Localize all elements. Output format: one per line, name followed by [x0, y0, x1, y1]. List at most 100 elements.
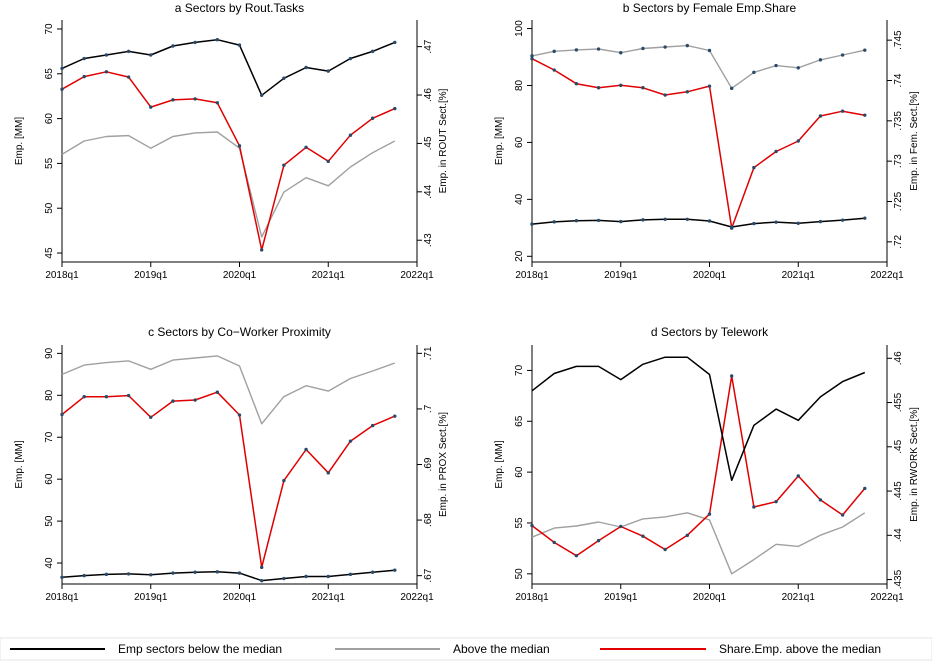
data-point-share — [215, 390, 220, 394]
y-tick-label-left: 55 — [514, 517, 525, 529]
y-tick-label-right: .69 — [423, 457, 434, 471]
x-tick-label: 2019q1 — [134, 592, 168, 603]
data-point-above — [685, 43, 690, 48]
data-point-below — [348, 56, 353, 61]
data-point-share — [82, 74, 86, 79]
data-point-below — [863, 216, 867, 220]
y-tick-label-left: 50 — [514, 568, 525, 580]
series-line-below — [531, 356, 866, 482]
y-tick-label-right: .46 — [893, 351, 904, 365]
data-point-share — [619, 83, 623, 88]
y-tick-label-left: 70 — [514, 364, 525, 376]
data-point-share — [370, 423, 375, 428]
x-tick-label: 2021q1 — [782, 592, 816, 603]
y-tick-label-right: .435 — [893, 569, 904, 589]
x-tick-label: 2022q1 — [400, 592, 434, 603]
chart-title: b Sectors by Female Emp.Share — [623, 1, 797, 15]
y-tick-label-right: .44 — [893, 528, 904, 542]
series-line-below — [61, 38, 396, 97]
x-tick-label: 2019q1 — [604, 592, 638, 603]
data-point-below — [752, 221, 756, 226]
chart-panel-a: a Sectors by Rout.Tasks 45 50 55 60 65 70 .43 .4… — [14, 1, 449, 281]
data-point-below — [574, 219, 579, 223]
chart-title: a Sectors by Rout.Tasks — [175, 1, 304, 15]
data-point-above — [663, 45, 667, 49]
data-point-share — [171, 98, 175, 102]
legend-label-share: Share.Emp. above the median — [719, 642, 881, 656]
y-tick-label-left: 40 — [44, 557, 55, 569]
x-tick-label: 2018q1 — [45, 270, 79, 281]
data-point-share — [304, 145, 308, 149]
data-point-share — [60, 412, 64, 417]
chart-panel-c: c Sectors by Co−Worker Proximity 40 50 60 70… — [14, 325, 449, 603]
data-point-share — [574, 553, 579, 558]
data-point-below — [193, 570, 197, 574]
y-axis-title-left: Emp. [MM] — [14, 117, 25, 166]
y-tick-label-left: 70 — [44, 23, 55, 35]
x-tick-label: 2022q1 — [870, 592, 904, 603]
data-point-share — [393, 106, 397, 111]
data-point-below — [259, 578, 264, 583]
y-tick-label-right: .43 — [423, 233, 434, 247]
y-tick-label-right: .45 — [893, 439, 904, 453]
data-point-below — [215, 38, 220, 42]
data-point-below — [104, 572, 109, 577]
data-point-share — [752, 505, 756, 509]
y-tick-label-left: 100 — [514, 20, 525, 37]
x-tick-label: 2022q1 — [400, 270, 434, 281]
y-tick-label-left: 55 — [44, 157, 55, 169]
y-tick-label-right: .71 — [423, 346, 434, 360]
data-point-share — [326, 471, 330, 475]
y-tick-label-right: .74 — [893, 73, 904, 87]
data-point-below — [818, 219, 823, 224]
data-point-below — [729, 225, 734, 229]
y-tick-label-left: 60 — [514, 136, 525, 148]
data-point-below — [370, 49, 375, 54]
data-point-above — [796, 66, 800, 70]
data-point-share — [104, 394, 109, 399]
y-axis-title-right: Emp. in RWORK Sect.[%] — [909, 407, 920, 522]
y-tick-label-left: 40 — [514, 193, 525, 205]
data-point-below — [304, 574, 308, 579]
x-tick-label: 2020q1 — [693, 592, 727, 603]
legend-label-above: Above the median — [453, 642, 550, 656]
data-point-below — [530, 222, 534, 226]
data-point-above — [552, 49, 556, 54]
legend: Emp sectors below the median Above the me… — [0, 637, 932, 661]
data-point-below — [215, 570, 220, 574]
data-point-below — [60, 66, 64, 71]
x-tick-label: 2020q1 — [223, 592, 257, 603]
y-tick-label-left: 90 — [44, 347, 55, 359]
data-point-below — [552, 220, 556, 224]
y-axis-title-right: Emp. in PROX Sect.[%] — [438, 412, 449, 517]
data-point-share — [82, 394, 86, 399]
data-point-share — [774, 499, 778, 504]
y-tick-label-right: .67 — [423, 568, 434, 582]
data-point-below — [393, 568, 397, 572]
data-point-share — [663, 547, 667, 552]
y-tick-label-right: .44 — [423, 184, 434, 198]
x-tick-label: 2018q1 — [515, 592, 549, 603]
y-tick-label-left: 50 — [44, 202, 55, 214]
data-point-below — [685, 217, 690, 221]
y-tick-label-left: 80 — [514, 79, 525, 91]
data-point-share — [326, 159, 330, 164]
data-point-below — [171, 44, 175, 48]
legend-label-below: Emp sectors below the median — [118, 642, 282, 656]
data-point-share — [729, 374, 734, 378]
data-point-share — [530, 523, 534, 528]
x-tick-label: 2019q1 — [604, 270, 638, 281]
data-point-below — [171, 571, 175, 575]
data-point-share — [348, 133, 353, 137]
y-tick-label-right: .445 — [893, 481, 904, 501]
data-point-share — [596, 86, 601, 90]
data-point-share — [193, 398, 197, 402]
data-point-below — [348, 572, 353, 577]
data-point-below — [126, 572, 131, 576]
data-point-share — [149, 415, 153, 419]
data-point-share — [840, 109, 845, 113]
y-tick-label-left: 45 — [44, 247, 55, 259]
data-point-above — [752, 70, 756, 75]
data-point-share — [259, 248, 264, 252]
